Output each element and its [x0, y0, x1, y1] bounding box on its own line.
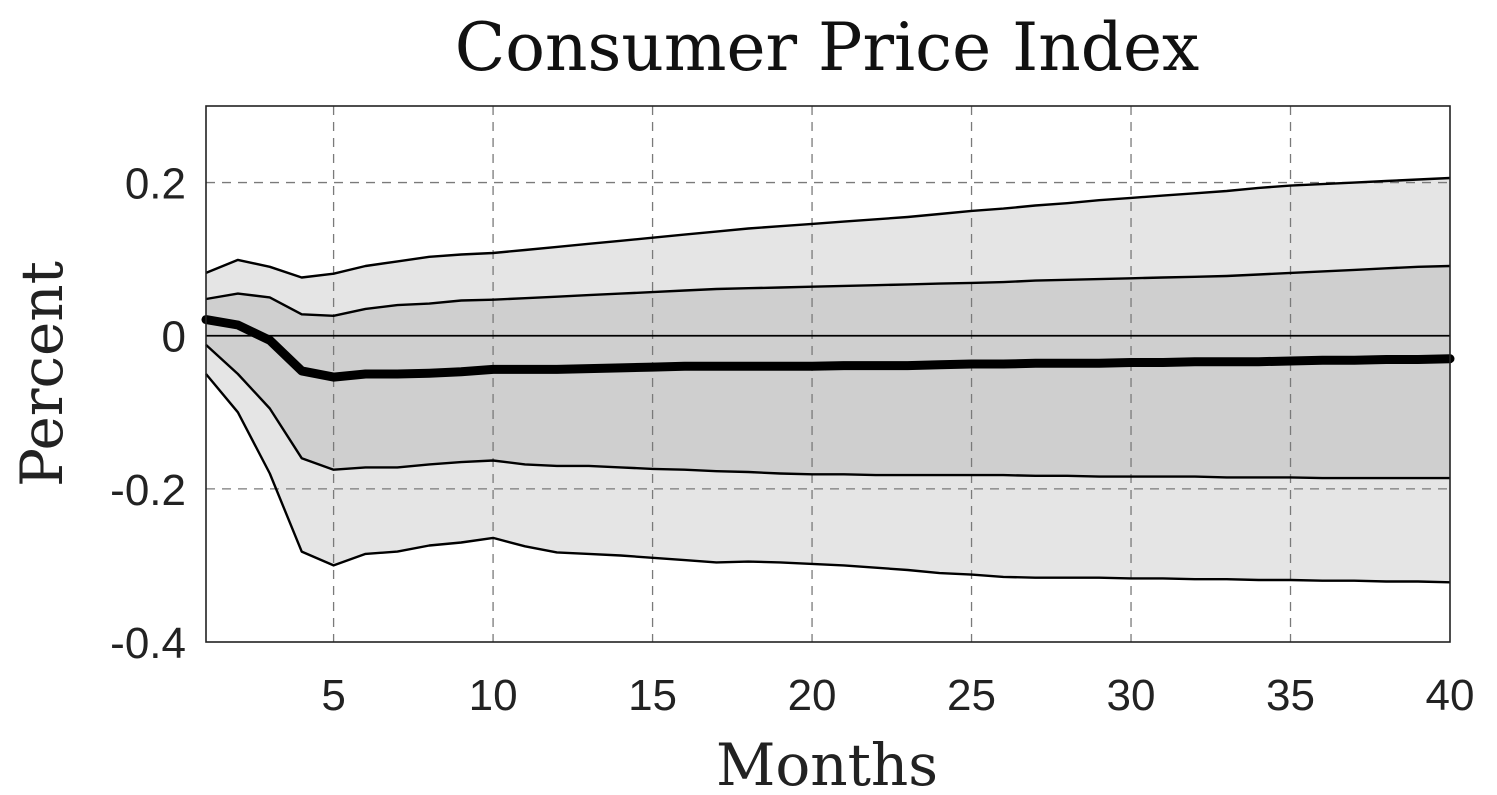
x-tick-label: 5	[321, 671, 345, 720]
median-line	[201, 315, 1455, 382]
chart-title: Consumer Price Index	[455, 9, 1199, 86]
inner-confidence-band	[206, 266, 1450, 479]
x-axis-label: Months	[716, 731, 938, 795]
y-axis-ticks: 0.2 0 -0.2 -0.4	[110, 160, 186, 668]
x-tick-label: 10	[469, 671, 518, 720]
x-tick-label: 20	[788, 671, 837, 720]
x-tick-label: 25	[947, 671, 996, 720]
y-tick-label: 0	[162, 313, 186, 362]
outer-lower-line	[205, 373, 1451, 584]
y-tick-label: -0.4	[110, 619, 186, 668]
inner-lower-line	[205, 344, 1450, 480]
y-axis-label: Percent	[8, 261, 76, 487]
x-axis-ticks: 5 10 15 20 25 30 35 40	[321, 671, 1474, 720]
x-tick-label: 35	[1266, 671, 1315, 720]
x-tick-label: 30	[1107, 671, 1156, 720]
y-tick-label: 0.2	[125, 160, 186, 209]
y-tick-label: -0.2	[110, 466, 186, 515]
x-tick-label: 40	[1426, 671, 1475, 720]
plot-area	[201, 105, 1455, 643]
inner-upper-line	[205, 264, 1451, 317]
outer-upper-line	[205, 176, 1451, 279]
x-tick-label: 15	[628, 671, 677, 720]
plot-border	[205, 105, 1451, 643]
